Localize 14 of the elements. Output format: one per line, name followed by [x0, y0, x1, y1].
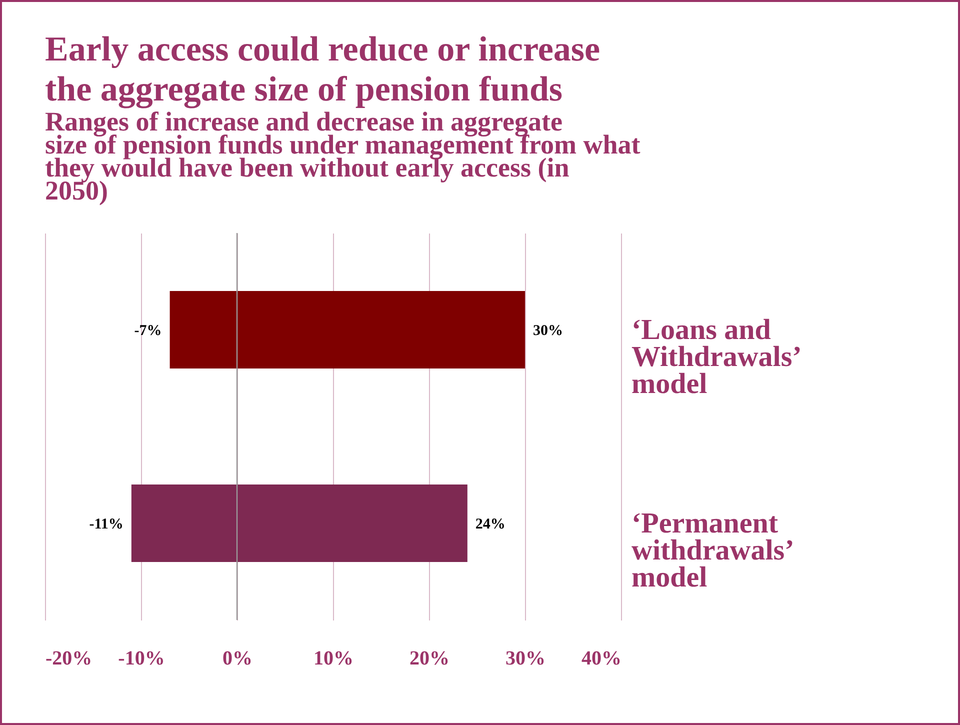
- x-tick-label: 0%: [222, 648, 252, 670]
- annotation: 24%: [475, 516, 506, 532]
- y-tick-label: ‘Loans and Withdrawals’ model: [632, 314, 802, 400]
- x-tick-label: 20%: [410, 648, 450, 670]
- chart-title: Early access could reduce or increase the aggregate size of pension funds: [45, 29, 600, 108]
- y-tick-label: ‘Permanent withdrawals’ model: [632, 507, 794, 594]
- annotation: -11%: [89, 516, 124, 532]
- annotation: -7%: [134, 322, 162, 339]
- x-tick-label: 10%: [314, 648, 354, 670]
- x-tick-label: -10%: [118, 648, 165, 670]
- x-tick-label: 30%: [506, 648, 546, 670]
- x-tick-label: 40%: [582, 648, 622, 670]
- x-tick-label: -20%: [46, 648, 92, 670]
- annotation: 30%: [533, 322, 563, 339]
